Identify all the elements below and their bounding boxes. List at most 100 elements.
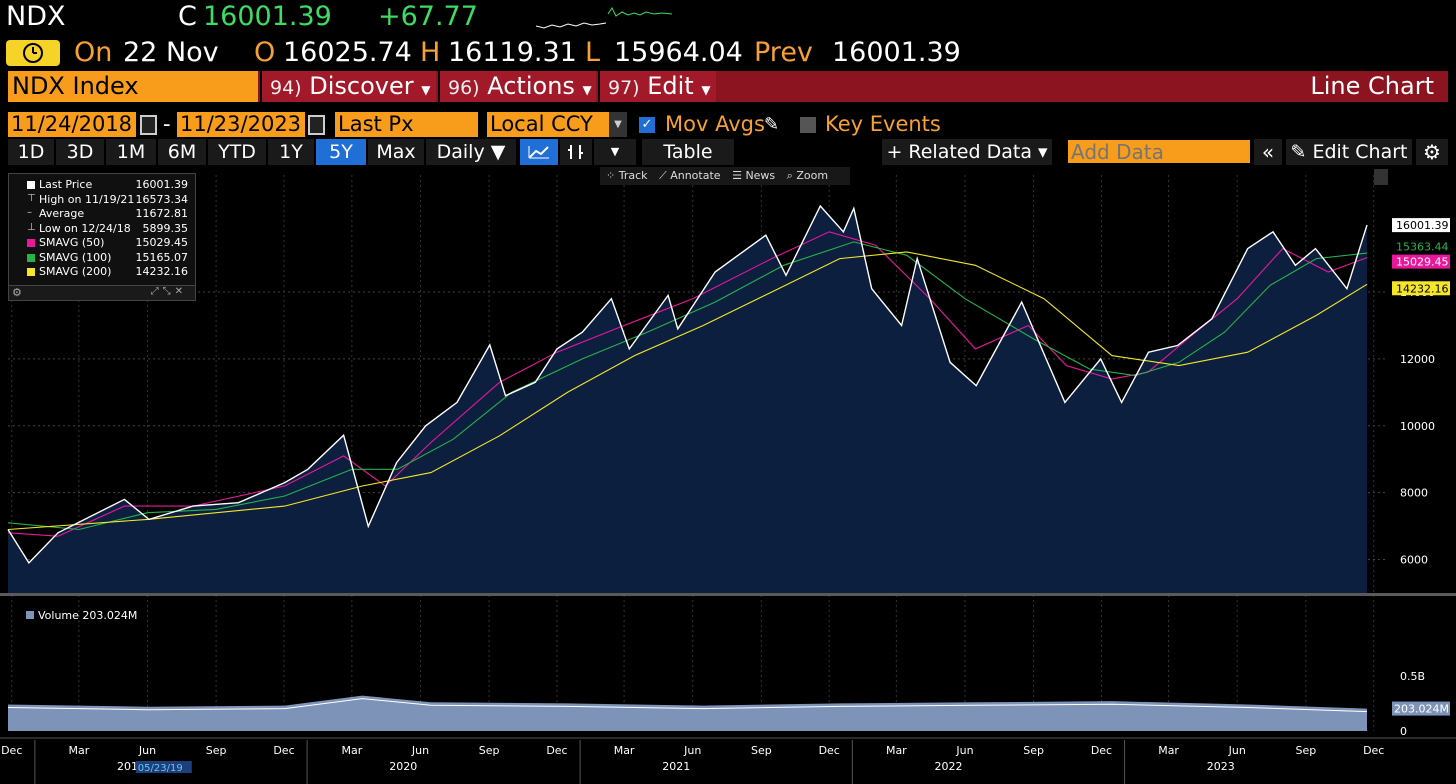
price-tag-bg	[1392, 218, 1450, 233]
zoom-tool[interactable]: Zoom	[796, 169, 829, 182]
x-tick-label: Sep	[1023, 744, 1044, 757]
actions-menu[interactable]: 96) Actions ▼	[438, 71, 596, 102]
range-button-1y[interactable]: 1Y	[268, 139, 314, 165]
edit-chart-button[interactable]: ✎ Edit Chart	[1286, 139, 1412, 165]
quote-header: NDX C 16001.39 +67.77	[0, 0, 1456, 36]
price-chart[interactable]: 6000800010000120001400000.5B 16001.39153…	[0, 165, 1456, 784]
year-label: 2021	[662, 760, 690, 773]
y-axis: 6000800010000120001400000.5B	[1400, 286, 1435, 738]
legend-label: Average	[39, 207, 85, 220]
quote-detail-row: On 22 Nov O 16025.74 H 16119.31 L 15964.…	[0, 36, 1456, 70]
price-change: +67.77	[378, 1, 478, 32]
range-button-1d[interactable]: 1D	[8, 139, 54, 165]
highlight-date-bg	[135, 761, 192, 773]
legend-item: Last Price 16001.39	[9, 178, 195, 193]
bar-chart-icon[interactable]	[560, 139, 592, 165]
volume-area	[8, 695, 1367, 731]
news-tool[interactable]: News	[745, 169, 776, 182]
price-tag-label: 14232.16	[1396, 282, 1449, 295]
discover-menu[interactable]: 94) Discover ▼	[260, 71, 436, 102]
track-tool[interactable]: Track	[618, 169, 648, 182]
add-data-input[interactable]	[1068, 140, 1250, 163]
y-tick-label: 12000	[1400, 353, 1435, 366]
x-tick-label: Mar	[68, 744, 89, 757]
pencil-icon[interactable]: ✎	[764, 114, 780, 135]
legend-value: 16001.39	[135, 178, 189, 191]
x-tick-label: Jun	[683, 744, 701, 757]
calendar-icon[interactable]	[308, 115, 325, 135]
chevron-down-icon[interactable]: ▼	[609, 112, 627, 137]
actions-number: 96)	[448, 77, 480, 99]
annotate-icon: ⟋	[659, 169, 667, 182]
range-button-1m[interactable]: 1M	[106, 139, 156, 165]
x-tick-label: Mar	[886, 744, 907, 757]
legend-value: 16573.34	[135, 192, 189, 206]
ticker-symbol: NDX	[6, 1, 66, 32]
scroll-up-icon[interactable]	[1374, 169, 1388, 185]
end-date-field[interactable]: 11/23/2023	[177, 112, 305, 137]
volume-tag-bg	[1392, 701, 1450, 716]
series-line-smavg-200-	[7, 251, 1368, 531]
annotate-tool[interactable]: Annotate	[670, 169, 721, 182]
zoom-icon: ⌕	[786, 169, 793, 182]
line-chart-icon[interactable]	[520, 139, 558, 165]
collapse-left-icon[interactable]: «	[1254, 139, 1282, 165]
quote-date: 22 Nov	[123, 37, 219, 68]
price-field-select[interactable]: Last Px	[335, 112, 478, 137]
price-tag-label: 16001.39	[1396, 219, 1449, 232]
x-tick-label: Jun	[138, 744, 156, 757]
related-data-button[interactable]: + Related Data ▾	[882, 139, 1052, 165]
legend-item: ⊥ Low on 12/24/18 5899.35	[9, 222, 195, 237]
low-value: 15964.04	[614, 37, 743, 68]
x-tick-label: Jun	[955, 744, 973, 757]
x-axis: Dec Mar Jun Sep Dec Mar Jun Sep Dec Mar Jun Sep Dec M…	[0, 737, 1456, 784]
resize-icon[interactable]: ⤢⤡✕	[150, 286, 187, 297]
high-marker-icon: ⊤	[27, 192, 36, 204]
volume-value: 203.024M	[82, 609, 138, 622]
chart-legend[interactable]: Last Price 16001.39 ⊤ High on 11/19/21 1657…	[8, 173, 196, 301]
date-range-dash: -	[163, 112, 171, 136]
key-events-checkbox[interactable]	[800, 117, 816, 133]
news-icon: ☰	[732, 169, 742, 182]
legend-swatch	[27, 181, 35, 189]
range-toolbar: 1D 3D 1M 6M YTD 1Y 5Y Max Daily ▼ ▼ Tabl…	[0, 139, 1456, 165]
x-tick-label: Mar	[614, 744, 635, 757]
currency-select[interactable]: Local CCY	[487, 112, 609, 137]
legend-label: SMAVG (50)	[39, 236, 105, 249]
x-tick-label: Jun	[1228, 744, 1246, 757]
volume-line	[7, 698, 1368, 713]
chevron-down-icon: ▼	[582, 83, 592, 97]
legend-value: 15165.07	[135, 250, 189, 264]
mov-avgs-checkbox[interactable]: ✓	[639, 117, 655, 133]
edit-menu[interactable]: 97) Edit ▼	[598, 71, 716, 102]
prev-value: 16001.39	[832, 37, 961, 68]
sparkline-icon	[536, 7, 673, 29]
range-button-3d[interactable]: 3D	[56, 139, 104, 165]
gear-icon[interactable]: ⚙	[1416, 139, 1448, 165]
range-button-max[interactable]: Max	[368, 139, 424, 165]
calendar-icon[interactable]	[140, 115, 157, 135]
range-button-6m[interactable]: 6M	[158, 139, 206, 165]
period-select[interactable]: Daily ▼	[426, 139, 516, 165]
chevron-down-icon: ▼	[701, 83, 711, 97]
volume-legend[interactable]: Volume 203.024M	[14, 609, 137, 623]
gear-icon[interactable]: ⚙	[12, 286, 22, 299]
legend-swatch	[26, 611, 34, 619]
security-field[interactable]: NDX Index	[8, 71, 258, 102]
x-tick-label: Dec	[1363, 744, 1384, 757]
series-line-smavg-100-	[7, 241, 1368, 531]
range-button-5y[interactable]: 5Y	[316, 139, 366, 165]
pane-divider[interactable]	[0, 593, 1456, 596]
legend-footer: ⚙ ⤢⤡✕	[9, 285, 195, 300]
table-button[interactable]: Table	[642, 139, 734, 165]
price-area	[8, 205, 1367, 593]
x-tick-label: Jun	[411, 744, 429, 757]
close-price: 16001.39	[203, 1, 332, 32]
chevron-down-icon[interactable]: ▼	[594, 139, 636, 165]
legend-item: ⊤ High on 11/19/21 16573.34	[9, 193, 195, 208]
start-date-field[interactable]: 11/24/2018	[8, 112, 136, 137]
x-tick-label: Dec	[273, 744, 294, 757]
clock-icon[interactable]	[6, 40, 60, 66]
highlight-date-label: 05/23/19	[138, 763, 183, 774]
range-button-ytd[interactable]: YTD	[208, 139, 266, 165]
